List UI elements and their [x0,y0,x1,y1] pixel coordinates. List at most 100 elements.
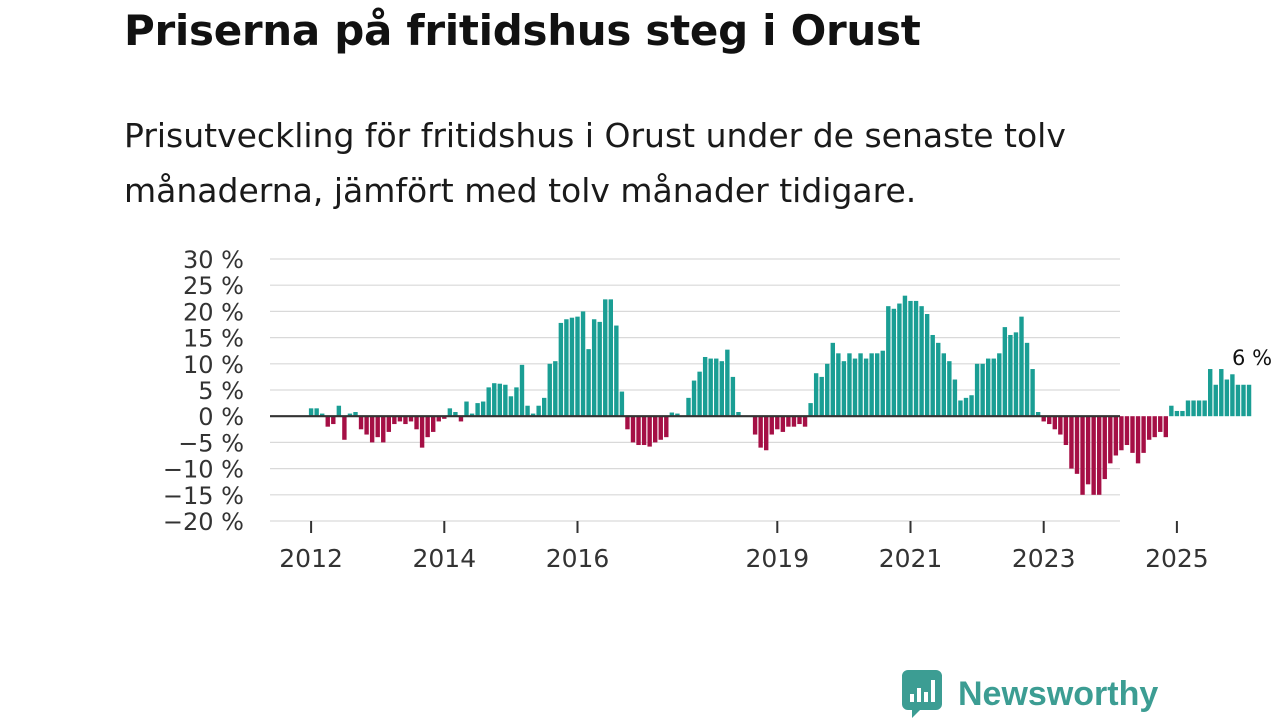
bar [364,416,369,435]
y-tick-label: −15 % [163,482,244,510]
bar [1241,384,1246,417]
bar [458,416,464,422]
bar [658,416,663,440]
y-tick-label: 5 % [198,377,244,405]
bar [769,416,774,435]
bar [819,376,824,417]
x-tick-label: 2023 [1012,544,1076,573]
bar [1124,416,1130,446]
bar [725,349,730,417]
bar-chart: 30 %25 %20 %15 %10 %5 %0 %−5 %−10 %−15 %… [163,246,1272,573]
bar [1113,416,1119,456]
bar [1146,416,1152,440]
bar [1235,384,1241,417]
bar [569,317,575,417]
bar [1035,412,1041,417]
bar [1019,316,1024,417]
bar [591,319,597,417]
bar [480,401,486,417]
bar [836,353,841,417]
x-tick-label: 2021 [879,544,943,573]
bar [369,416,375,443]
bar [386,416,391,432]
bar [1041,416,1046,422]
y-tick-label: 25 % [183,272,244,300]
bar [442,416,447,419]
bar [536,405,541,417]
bar [702,356,708,417]
bar [492,383,497,417]
bar [752,416,758,435]
bar [464,401,469,417]
bar [775,416,780,430]
bar [497,383,502,417]
bar [969,395,974,417]
bar [647,416,652,447]
bar [375,416,380,438]
bar [719,361,724,417]
bar [519,364,525,417]
bar [980,363,985,417]
bar [514,387,519,417]
bar [1085,416,1091,485]
x-tick-label: 2019 [745,544,809,573]
bar [997,353,1002,417]
bar [530,413,536,417]
y-tick-label: 0 % [198,403,244,431]
bar [802,416,808,427]
bar [924,314,930,417]
bar [1002,327,1008,417]
bar [1185,400,1191,417]
bar [603,299,608,417]
bar [508,396,514,417]
bar [347,413,353,417]
bar [986,358,991,417]
bar [974,363,980,417]
bar [758,416,763,448]
bar [425,416,430,438]
bar [1013,332,1019,417]
x-axis: 2012 2014 2016 2019 2021 2023 2025 [279,521,1209,573]
bar [764,416,769,451]
bar [486,387,491,417]
bar [697,371,702,417]
bar [952,379,958,417]
bar [736,412,741,417]
bar [1180,410,1185,417]
bar [691,380,697,417]
bar [619,391,625,417]
bar [1208,369,1213,417]
x-tick-label: 2016 [546,544,610,573]
bar [863,358,869,417]
bar [675,413,680,417]
bar [1169,405,1174,417]
bar [808,403,813,417]
bar [453,412,458,417]
y-tick-label: 15 % [183,325,244,353]
bar [403,416,408,425]
bar [1047,416,1052,425]
bar [419,416,425,448]
bar [1174,410,1180,417]
bar [614,325,619,417]
bar [358,416,364,430]
bar [1141,416,1146,453]
bar [1158,416,1163,432]
y-tick-label: 30 % [183,246,244,274]
bar [553,361,558,417]
bar [791,416,797,427]
bar [392,416,397,425]
x-tick-label: 2025 [1145,544,1209,573]
bar [1052,416,1057,430]
bar [547,363,552,417]
bar [669,412,675,417]
bar [880,350,885,417]
bar [1219,369,1224,417]
y-axis: 30 %25 %20 %15 %10 %5 %0 %−5 %−10 %−15 %… [163,246,244,536]
bar [780,416,786,432]
bar [414,416,419,430]
bar [636,416,641,446]
bar [847,353,852,417]
bar [331,416,336,425]
bar [447,408,453,417]
